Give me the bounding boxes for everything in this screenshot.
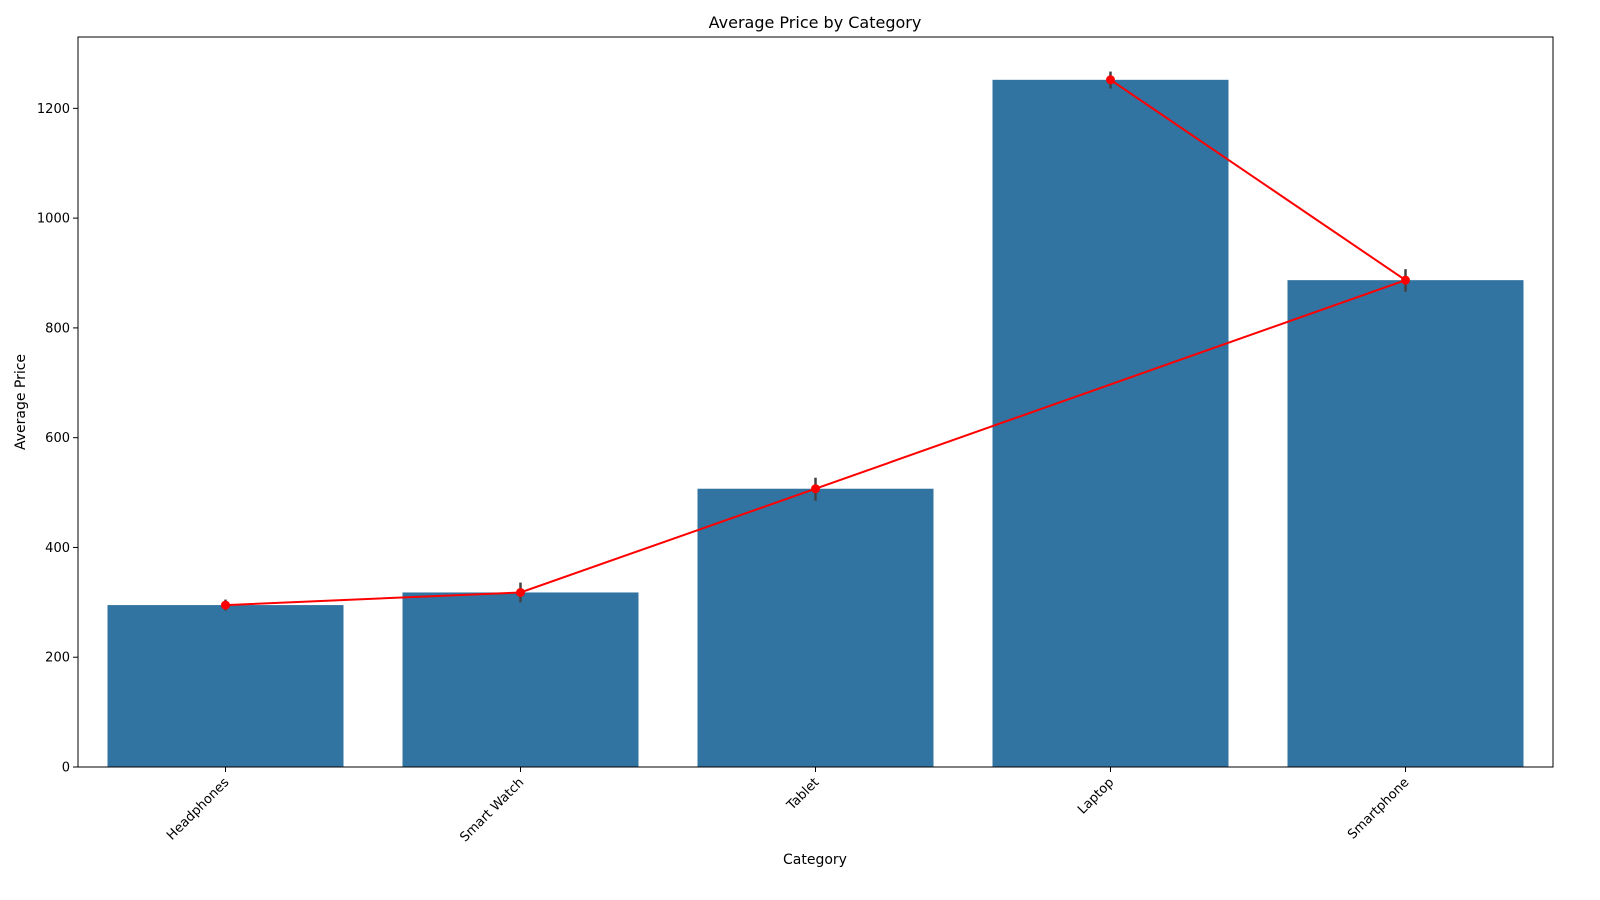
x-tick-label: Headphones <box>164 775 232 843</box>
bar-group <box>107 79 1524 768</box>
y-tick-label: 0 <box>62 761 70 776</box>
x-axis-label: Category <box>783 852 847 868</box>
point-marker <box>221 600 230 610</box>
point-marker <box>516 587 525 597</box>
chart-title: Average Price by Category <box>709 13 922 32</box>
point-marker <box>1401 275 1410 285</box>
y-tick-label: 400 <box>45 541 70 556</box>
y-axis: 0 200 400 600 800 1000 1200 <box>37 102 78 776</box>
bar-headphones <box>107 605 344 767</box>
x-axis: Headphones Smart Watch Tablet Laptop Smartph… <box>164 767 1412 845</box>
x-tick-label: Tablet <box>784 775 823 814</box>
point-marker <box>1106 75 1115 85</box>
bar-tablet <box>697 488 934 767</box>
bar-smartphone <box>1287 280 1524 767</box>
y-tick-label: 200 <box>45 651 70 666</box>
y-tick-label: 1000 <box>37 212 70 227</box>
bar-laptop <box>992 79 1229 768</box>
x-tick-label: Smart Watch <box>457 775 527 845</box>
y-axis-label: Average Price <box>13 354 29 450</box>
y-tick-label: 600 <box>45 431 70 446</box>
x-tick-label: Laptop <box>1075 775 1117 817</box>
bar-smart-watch <box>402 592 639 767</box>
point-marker <box>811 484 820 494</box>
y-tick-label: 800 <box>45 321 70 336</box>
point-group <box>221 75 1410 610</box>
x-tick-label: Smartphone <box>1345 775 1412 842</box>
y-tick-label: 1200 <box>37 102 70 117</box>
